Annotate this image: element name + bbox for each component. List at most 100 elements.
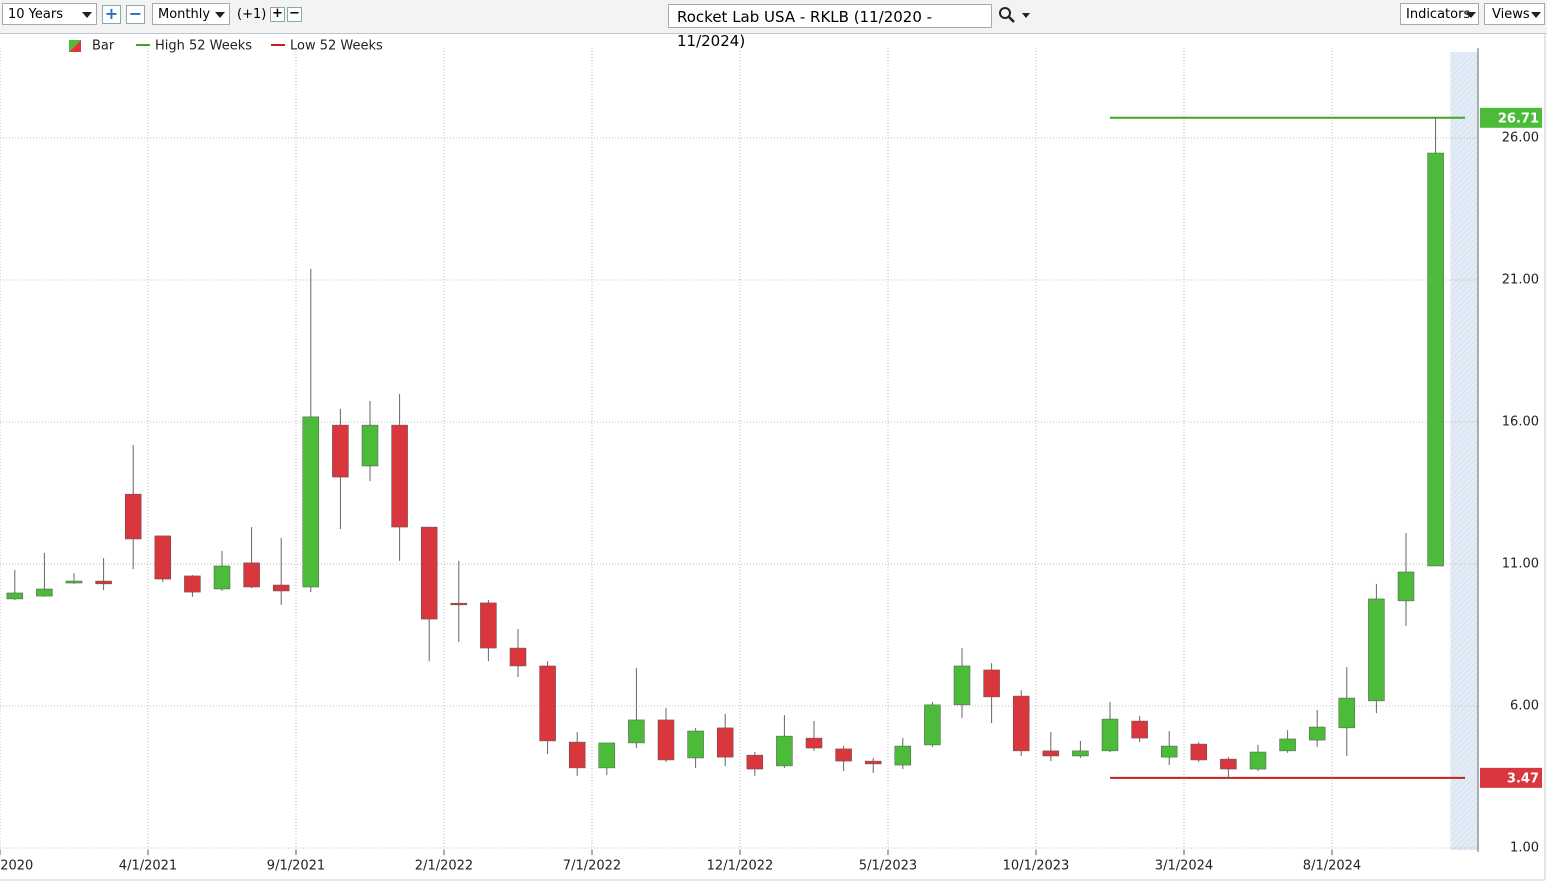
candle [568,732,586,776]
candle-body [864,760,882,765]
candle [1101,702,1119,753]
chart-title: Rocket Lab USA - RKLB (11/2020 - 11/2024… [677,8,933,50]
candle [65,573,83,584]
candle-body [332,424,349,478]
value-badge-label: 26.71 [1498,111,1539,126]
views-button[interactable]: Views [1484,3,1545,25]
candle-body [1308,726,1326,741]
candle-body [1131,720,1148,739]
candle-body [894,745,912,766]
candle [95,558,112,591]
x-tick-label: 7/1/2022 [563,859,621,874]
toolbar: 10 Years + − Monthly (+1) + − Rocket Lab… [0,0,1547,50]
candle [124,444,142,570]
x-tick-label: 9/1/2021 [267,859,325,874]
zoom-in[interactable]: + [102,5,121,24]
candle [835,746,852,772]
x-tick-label: 5/1/2023 [859,859,917,874]
candle-body [835,748,852,762]
period-select[interactable]: Monthly [152,3,230,25]
candle [213,550,231,591]
candle-body [36,588,53,597]
candle-body [924,704,941,746]
candle-body [1220,758,1237,770]
candle-body [598,742,616,769]
candle [184,575,201,597]
value-badge-label: 3.47 [1507,771,1539,786]
candle-body [539,665,556,742]
period-text: Monthly [158,7,211,22]
legend-label: Low 52 Weeks [290,39,383,54]
candle [243,527,260,589]
candle-body [1397,571,1415,602]
candle-body [953,665,971,706]
indicators-button[interactable]: Indicators [1400,3,1479,25]
legend-label: Bar [92,39,115,54]
symbol-input[interactable]: Rocket Lab USA - RKLB (11/2020 - 11/2024… [668,4,992,50]
candle [983,663,1000,724]
candle-body [1338,697,1356,729]
x-tick-label: 3/1/2024 [1155,859,1213,874]
candle [1279,730,1296,753]
candle [6,569,24,601]
candle [716,713,734,766]
offset-text: (+1) [237,7,267,22]
candle-body [95,580,112,585]
candle-body [805,737,823,749]
candle-body [1279,738,1296,752]
candle [805,721,823,751]
candle-body [6,592,24,600]
candle-body [480,602,497,649]
candle [1368,583,1385,714]
candle [1427,117,1444,567]
candle [1042,732,1060,762]
candle-body [450,602,468,606]
candle-body [154,535,172,580]
candle-body [776,735,793,767]
search-icon[interactable] [998,6,1034,26]
candle-body [243,562,260,588]
candle-body [1368,598,1385,702]
candle-body [1101,718,1119,752]
offset-plus[interactable]: + [270,7,285,22]
future-region [1450,52,1478,850]
candle [1072,740,1089,758]
zoom-out[interactable]: − [126,5,145,24]
candle-body [1072,750,1089,757]
legend: Bar High 52 Weeks Low 52 Weeks [69,39,383,54]
y-tick-label: 21.00 [1502,272,1539,287]
candle [420,526,438,662]
range-select[interactable]: 10 Years [2,3,97,25]
y-tick-label: 16.00 [1502,414,1539,429]
indicators-text: Indicators [1406,7,1471,22]
candle [539,661,556,755]
candle-body [716,727,734,758]
candle-body [420,526,438,620]
candle-body [124,493,142,540]
candle-body [184,575,201,593]
candle-body [983,669,1000,698]
candle [1249,744,1267,772]
value-badge [1480,107,1542,128]
candle-body [568,741,586,769]
legend-swatch-down [69,40,81,52]
legend-icon [69,40,81,52]
candle [509,629,527,678]
y-tick-label: 26.00 [1502,130,1539,145]
candle [480,600,497,662]
candle [1308,709,1326,747]
y-tick-label: 6.00 [1510,699,1539,714]
offset-minus[interactable]: − [287,7,302,22]
candle [687,727,704,768]
candle [1190,742,1208,762]
value-badge [1480,767,1542,788]
candle [657,707,675,762]
candle-body [361,424,379,467]
candle-body [1427,152,1444,567]
candle [746,752,764,776]
candle [894,738,912,770]
x-tick-label: 2/1/2022 [415,859,473,874]
candle-body [302,416,320,588]
candle-body [746,754,764,770]
